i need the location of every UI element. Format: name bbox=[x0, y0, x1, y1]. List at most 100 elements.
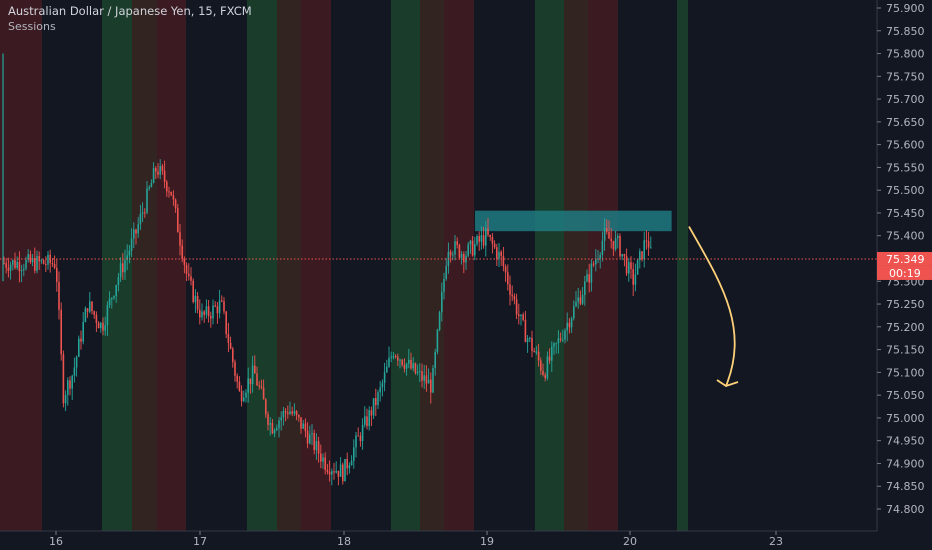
candle-body bbox=[287, 412, 289, 414]
candle-body bbox=[614, 238, 617, 250]
price-tick-label: 75.900 bbox=[886, 2, 925, 15]
candle-body bbox=[150, 182, 153, 188]
candle-body bbox=[245, 392, 247, 398]
candle-body bbox=[412, 363, 414, 369]
candle-body bbox=[436, 329, 439, 352]
candle-body bbox=[504, 266, 507, 273]
candle-body bbox=[5, 263, 7, 268]
price-tick-label: 75.450 bbox=[886, 207, 925, 220]
candle-body bbox=[348, 465, 351, 469]
candle-body bbox=[377, 392, 379, 406]
candle-body bbox=[295, 411, 298, 415]
price-tick-label: 75.150 bbox=[886, 344, 925, 357]
candle-body bbox=[58, 281, 60, 310]
candle-body bbox=[141, 212, 144, 214]
candle-body bbox=[78, 338, 80, 357]
candle-body bbox=[300, 417, 302, 429]
symbol-title[interactable]: Australian Dollar / Japanese Yen, 15, FX… bbox=[8, 4, 252, 18]
candle-body bbox=[423, 375, 425, 381]
candle-body bbox=[214, 305, 216, 307]
candle-body bbox=[205, 306, 208, 315]
candle-body bbox=[546, 356, 549, 379]
candle-body bbox=[86, 308, 89, 312]
candle-body bbox=[381, 382, 384, 388]
candle-body bbox=[207, 306, 210, 317]
candle-body bbox=[496, 247, 498, 259]
candle-body bbox=[203, 311, 205, 315]
candle-body bbox=[511, 294, 513, 297]
candle-body bbox=[397, 356, 399, 361]
candle-body bbox=[93, 311, 95, 315]
forecast-arrow[interactable] bbox=[688, 226, 736, 387]
candle-body bbox=[144, 212, 146, 214]
candle-body bbox=[185, 264, 188, 274]
candle-body bbox=[234, 362, 236, 376]
candle-body bbox=[111, 298, 113, 300]
candle-body bbox=[458, 245, 461, 258]
candle-body bbox=[249, 378, 252, 385]
candle-body bbox=[641, 251, 643, 260]
candle-body bbox=[531, 337, 533, 352]
candle-body bbox=[188, 273, 190, 277]
candle-body bbox=[603, 228, 606, 241]
price-tick-label: 75.000 bbox=[886, 412, 925, 425]
candle-body bbox=[106, 305, 109, 326]
candle-body bbox=[416, 372, 419, 374]
candle-body bbox=[630, 262, 632, 270]
candle-body bbox=[130, 238, 133, 251]
chart-settings-corner[interactable] bbox=[877, 531, 932, 550]
candle-body bbox=[159, 165, 161, 175]
candle-body bbox=[232, 348, 234, 363]
candle-body bbox=[269, 423, 271, 425]
candle-body bbox=[102, 322, 104, 331]
candle-body bbox=[621, 253, 623, 257]
candle-body bbox=[282, 411, 285, 418]
candle-body bbox=[60, 309, 62, 355]
candle-body bbox=[192, 280, 194, 302]
candle-body bbox=[548, 356, 551, 361]
candle-body bbox=[71, 375, 73, 389]
candle-body bbox=[577, 297, 579, 302]
candle-body bbox=[47, 254, 49, 265]
candle-body bbox=[45, 263, 47, 265]
price-tick-label: 74.950 bbox=[886, 435, 925, 448]
candle-body bbox=[394, 356, 397, 358]
time-axis[interactable] bbox=[0, 531, 932, 550]
candle-body bbox=[31, 258, 34, 263]
candle-body bbox=[128, 250, 131, 256]
candle-body bbox=[555, 343, 557, 345]
candle-body bbox=[438, 312, 441, 330]
last-price-label: 75.349 bbox=[886, 253, 925, 266]
candle-body bbox=[243, 397, 245, 402]
candle-body bbox=[509, 284, 511, 295]
candle-body bbox=[485, 228, 487, 246]
candle-body bbox=[487, 228, 489, 235]
candle-body bbox=[18, 261, 21, 272]
candle-body bbox=[113, 296, 115, 299]
candle-body bbox=[95, 314, 98, 323]
indicator-label[interactable]: Sessions bbox=[8, 20, 56, 33]
candle-body bbox=[320, 453, 322, 462]
candle-body bbox=[353, 447, 355, 461]
candle-body bbox=[586, 274, 588, 282]
candle-body bbox=[335, 470, 337, 473]
session-band bbox=[564, 0, 588, 531]
candle-body bbox=[540, 360, 542, 371]
candle-body bbox=[557, 338, 560, 344]
candle-body bbox=[157, 171, 159, 175]
candle-body bbox=[27, 254, 29, 260]
arrow-head-icon bbox=[716, 379, 739, 388]
candle-body bbox=[542, 370, 544, 375]
candle-body bbox=[104, 325, 106, 331]
candle-body bbox=[628, 262, 630, 274]
candle-body bbox=[584, 281, 586, 295]
resistance-zone[interactable] bbox=[475, 210, 672, 232]
candle-body bbox=[247, 378, 249, 393]
candle-body bbox=[229, 342, 232, 349]
candle-body bbox=[566, 322, 568, 331]
candle-body bbox=[522, 314, 524, 320]
candle-body bbox=[14, 260, 16, 268]
candle-body bbox=[346, 459, 348, 469]
candle-body bbox=[498, 251, 500, 259]
